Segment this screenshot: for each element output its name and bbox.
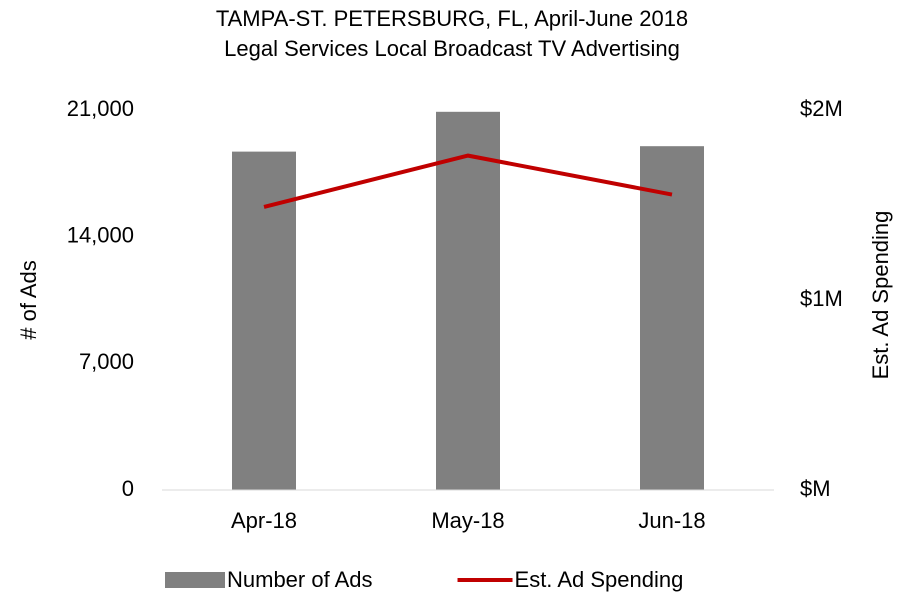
chart-title: TAMPA-ST. PETERSBURG, FL, April-June 201… <box>216 6 688 31</box>
y-tick-label: 7,000 <box>79 349 134 374</box>
y2-tick-label: $1M <box>800 286 843 311</box>
x-tick-label: Jun-18 <box>638 508 705 533</box>
y2-tick-label: $M <box>800 476 831 501</box>
bar <box>640 146 704 490</box>
bar <box>436 111 500 491</box>
y2-axis-label: Est. Ad Spending <box>868 211 893 380</box>
x-tick-label: May-18 <box>431 508 504 533</box>
y2-tick-label: $2M <box>800 96 843 121</box>
chart-subtitle: Legal Services Local Broadcast TV Advert… <box>224 36 680 61</box>
legend-swatch <box>165 572 225 588</box>
bar <box>232 151 296 490</box>
legend-label: Est. Ad Spending <box>515 567 684 592</box>
line-series <box>263 153 673 209</box>
legend-label: Number of Ads <box>227 567 373 592</box>
y-tick-label: 21,000 <box>67 96 134 121</box>
y-tick-label: 0 <box>122 476 134 501</box>
x-tick-label: Apr-18 <box>231 508 297 533</box>
y-tick-label: 14,000 <box>67 222 134 247</box>
y-axis-label: # of Ads <box>16 260 41 340</box>
